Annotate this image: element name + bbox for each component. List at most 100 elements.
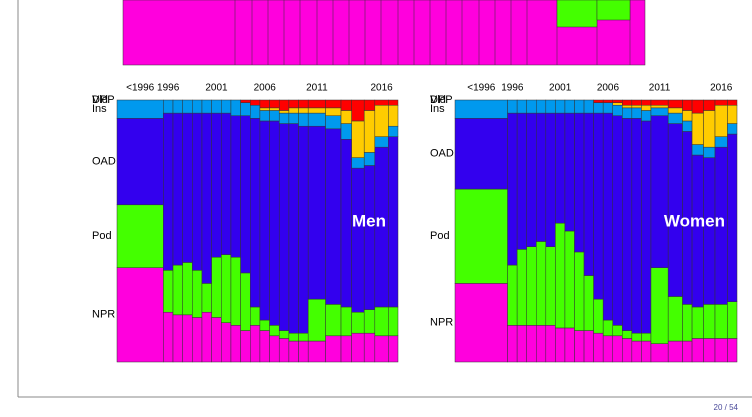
x-tick-label: 1996 <box>157 83 180 94</box>
mosaic-cell <box>363 99 376 111</box>
mosaic-cell <box>388 306 399 337</box>
mosaic-cell <box>574 251 585 331</box>
category-label: Vld <box>92 94 108 106</box>
mosaic-cell <box>454 188 508 284</box>
mosaic-cell <box>727 338 738 363</box>
mosaic-cell <box>507 99 518 114</box>
mosaic-cell <box>622 107 633 119</box>
mosaic-cell <box>641 104 652 111</box>
mosaic-cell <box>714 104 728 137</box>
mosaic-cell <box>454 99 508 119</box>
mosaic-cell <box>507 264 518 326</box>
mosaic-cell <box>545 246 556 326</box>
mosaic-cell <box>240 330 251 363</box>
mosaic-cell <box>325 99 342 109</box>
mosaic-cell <box>259 120 270 321</box>
mosaic-cell <box>116 118 164 206</box>
mosaic-cell <box>703 304 716 339</box>
mosaic-cell <box>307 107 326 114</box>
mosaic-cell <box>363 332 376 363</box>
mosaic-cell <box>298 332 309 342</box>
mosaic-cell <box>288 340 299 363</box>
mosaic-cell <box>667 340 683 363</box>
mosaic-cell <box>536 112 547 242</box>
x-tick-label: 2001 <box>549 83 572 94</box>
mosaic-cell <box>703 99 716 111</box>
mosaic-cell <box>172 264 183 316</box>
mosaic-cell <box>574 99 585 114</box>
category-label: Pod <box>92 230 112 242</box>
mosaic-cell <box>374 99 389 106</box>
mosaic-cell <box>340 123 352 140</box>
x-tick-label: 2006 <box>597 83 620 94</box>
panel-title: Women <box>664 211 725 230</box>
mosaic-cell <box>703 338 716 363</box>
mosaic-cell <box>116 267 164 363</box>
mosaic-cell <box>516 99 527 114</box>
mosaic-cell <box>230 99 241 116</box>
category-label: Pod <box>430 230 450 242</box>
mosaic-cell <box>555 99 566 114</box>
mosaic-cell <box>631 332 642 342</box>
mosaic-cell <box>641 99 652 106</box>
mosaic-cell <box>340 306 352 337</box>
mosaic-cell <box>211 99 222 114</box>
mosaic-cell <box>211 112 222 258</box>
mosaic-cell <box>259 330 270 363</box>
mosaic-cell <box>250 325 261 363</box>
mosaic-cell <box>351 99 365 122</box>
category-label: Ins <box>430 103 445 115</box>
category-label: DPP <box>92 94 115 106</box>
mosaic-cell <box>240 115 251 274</box>
mosaic-cell <box>631 104 642 109</box>
mosaic-cell <box>374 335 389 363</box>
mosaic-cell <box>602 319 613 337</box>
mosaic-cell <box>526 325 537 363</box>
mosaic-cell <box>703 146 716 158</box>
mosaic-cell <box>172 112 183 266</box>
mosaic-cell <box>667 296 683 342</box>
mosaic-cell <box>536 241 547 326</box>
mosaic-cell <box>516 325 527 363</box>
mosaic-cell <box>269 325 280 337</box>
mosaic-cell <box>612 335 623 363</box>
mosaic-cell <box>211 256 222 318</box>
mosaic-cell <box>526 112 537 247</box>
mosaic-cell <box>250 104 261 119</box>
mosaic-cell <box>288 123 299 334</box>
mosaic-cell <box>650 267 669 344</box>
mosaic-cell <box>363 165 376 310</box>
mosaic-cell <box>182 262 193 316</box>
mosaic-cell <box>192 317 203 363</box>
mosaic-cell <box>667 112 683 124</box>
mosaic-cell <box>363 110 376 153</box>
mosaic-cell <box>727 104 738 124</box>
mosaic-cell <box>593 112 604 300</box>
mosaic-cell <box>374 104 389 137</box>
mosaic-cell <box>641 332 652 342</box>
mosaic-cell <box>574 330 585 363</box>
mosaic-cell <box>259 319 270 331</box>
mosaic-cell <box>650 104 669 109</box>
mosaic-cell <box>307 112 326 127</box>
mosaic-cell <box>691 154 704 308</box>
mosaic-cell <box>269 107 280 111</box>
mosaic-cell <box>714 338 728 363</box>
mosaic-cell <box>593 332 604 363</box>
mosaic-cell <box>714 136 728 148</box>
mosaic-cell <box>691 99 704 114</box>
mosaic-cell <box>388 104 399 127</box>
x-tick-label: 2011 <box>306 83 328 94</box>
mosaic-cell <box>536 325 547 363</box>
mosaic-cell <box>288 107 299 114</box>
mosaic-cell <box>250 99 261 106</box>
mosaic-cell <box>545 325 556 363</box>
mosaic-cell <box>278 330 290 339</box>
mosaic-cell <box>667 99 683 109</box>
mosaic-cell <box>583 330 594 363</box>
mosaic-cell <box>278 110 290 114</box>
mosaic-cell <box>612 115 623 326</box>
mosaic-cell <box>221 254 232 323</box>
mosaic-cell <box>388 99 399 106</box>
